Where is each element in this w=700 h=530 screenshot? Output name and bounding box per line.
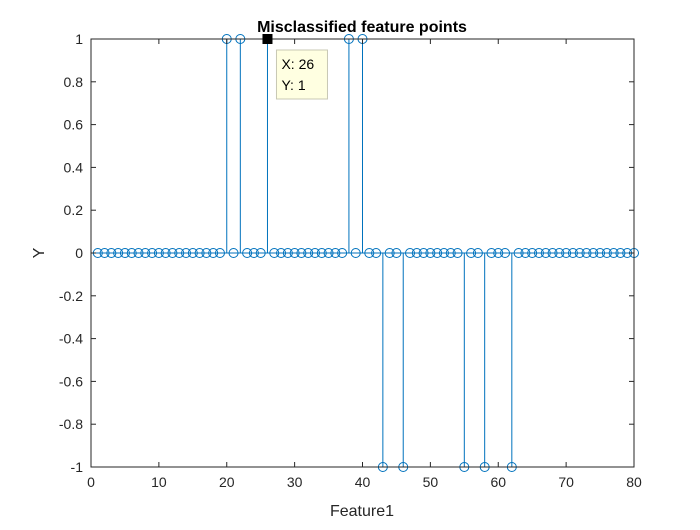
stem-marker [432,248,443,258]
x-tick-label: 60 [490,474,506,490]
y-tick-label: 0.4 [64,159,84,175]
y-tick-label: 1 [75,31,83,47]
x-tick-label: 70 [558,474,574,490]
stem-marker [174,248,185,258]
stem-marker [187,248,198,258]
stem-marker [554,248,565,258]
datatip-y-label: Y: 1 [281,77,305,93]
chart-title: Misclassified feature points [257,19,467,36]
stem-marker [316,248,327,258]
stem-marker [248,248,259,258]
stem-marker [140,248,151,258]
stem-marker [282,248,293,258]
stem-marker [601,248,612,258]
stem-marker [133,248,144,258]
x-tick-label: 10 [151,474,167,490]
stem-marker [194,248,205,258]
stem-marker [527,248,538,258]
stem-marker [350,248,361,258]
stem-marker [147,248,158,258]
y-tick-label: -0.2 [59,288,83,304]
stem-marker [581,248,592,258]
x-axis-label: Feature1 [330,503,394,520]
stem-marker [201,248,212,258]
y-tick-label: -0.8 [59,416,83,432]
x-tick-label: 20 [219,474,235,490]
stem-marker [547,248,558,258]
stem-marker [289,248,300,258]
stem-marker [255,248,266,258]
stem-marker [574,248,585,258]
stem-marker [208,248,219,258]
stem-marker [153,248,164,258]
stem-marker [486,248,497,258]
y-tick-label: 0.2 [64,202,84,218]
stem-marker [391,248,402,258]
stem-marker [561,248,572,258]
stem-marker [167,248,178,258]
stem-marker [472,248,483,258]
stem-marker [337,248,348,258]
stem-marker [493,248,504,258]
x-tick-label: 30 [287,474,303,490]
stem-marker [418,248,429,258]
stem-marker [309,248,320,258]
x-tick-label: 40 [355,474,371,490]
stem-marker [214,248,225,258]
stem-marker [595,248,606,258]
stem-marker [269,248,280,258]
stem-marker [113,248,124,258]
stem-marker [520,248,531,258]
y-axis-label: Y [31,247,48,258]
stem-marker [160,248,171,258]
y-tick-label: -0.4 [59,331,83,347]
stem-marker [303,248,314,258]
y-tick-label: 0 [75,245,83,261]
datatip[interactable]: X: 26 Y: 1 [262,34,328,100]
stem-marker [513,248,524,258]
y-tick-label: 0.8 [64,74,84,90]
stem-marker [106,248,117,258]
stem-marker [540,248,551,258]
stem-marker [438,248,449,258]
stem-marker [242,248,253,258]
stem-marker [99,248,110,258]
stem-marker [228,248,239,258]
stem-marker [425,248,436,258]
stem-marker [330,248,341,258]
stem-marker [567,248,578,258]
stem-marker [466,248,477,258]
stem-marker [371,248,382,258]
y-tick-label: 0.6 [64,117,84,133]
stem-marker [181,248,192,258]
ticks-group: 0 10 20 30 40 50 60 70 80 -1 -0.8 -0.6 -0.4 -0.2 0 0.2 0… [59,31,642,490]
stem-marker [119,248,130,258]
stem-marker [405,248,416,258]
x-tick-label: 50 [423,474,439,490]
stem-marker [411,248,422,258]
datatip-box[interactable] [275,49,328,100]
stem-marker [323,248,334,258]
stem-marker [126,248,137,258]
stem-marker [276,248,287,258]
stem-marker [445,248,456,258]
x-tick-label: 80 [626,474,642,490]
stem-marker [364,248,375,258]
stem-marker [452,248,463,258]
stem-marker [615,248,626,258]
x-tick-label: 0 [87,474,95,490]
stem-marker [608,248,619,258]
y-tick-label: -0.6 [59,373,83,389]
stem-marker [588,248,599,258]
stem-marker [500,248,511,258]
datatip-x-label: X: 26 [281,56,314,72]
stem-marker [384,248,395,258]
stem-marker [296,248,307,258]
y-tick-label: -1 [71,459,84,475]
stem-marker [533,248,544,258]
datatip-point-marker[interactable] [262,34,273,44]
